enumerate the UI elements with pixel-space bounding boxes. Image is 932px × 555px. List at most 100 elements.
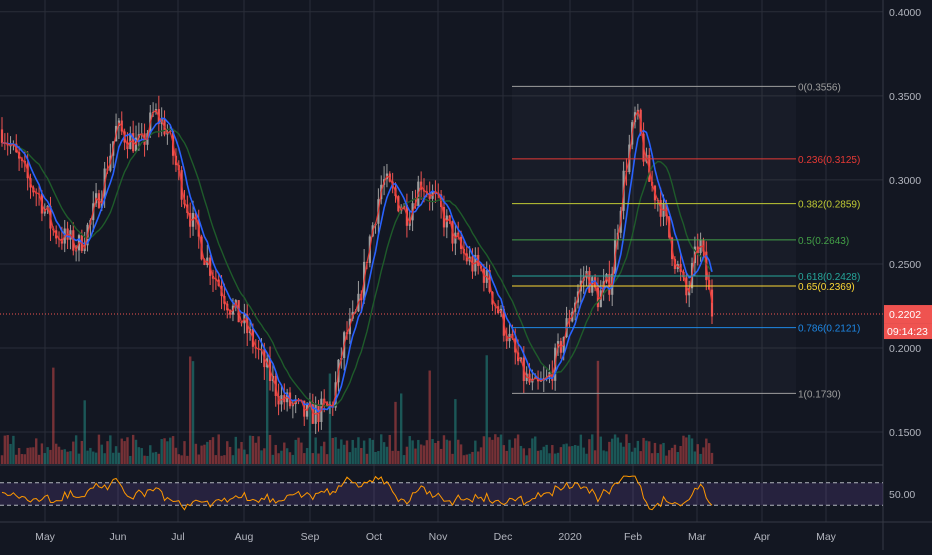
volume-bar: [126, 437, 129, 464]
volume-bar: [508, 439, 511, 464]
volume-bar: [368, 438, 372, 464]
volume-bar: [630, 451, 634, 464]
fib-level-label: 1(0.1730): [798, 389, 841, 400]
last-price-label: 0.2202: [889, 309, 921, 321]
volume-bar: [280, 450, 283, 464]
volume-bar: [522, 448, 526, 464]
countdown-label: 09:14:23: [887, 326, 928, 338]
volume-bar: [474, 440, 477, 464]
volume-bar: [268, 434, 272, 464]
volume-bar: [328, 373, 332, 464]
volume-bar: [177, 454, 180, 464]
volume-bar: [294, 439, 297, 464]
price-tick-label: 0.2000: [889, 343, 921, 355]
volume-bar: [274, 444, 277, 464]
volume-bar: [659, 444, 662, 464]
volume-bar: [12, 435, 15, 464]
volume-bar: [422, 445, 426, 464]
volume-bar: [408, 436, 411, 464]
volume-bar: [15, 454, 18, 464]
volume-bar: [668, 450, 671, 464]
time-tick-label: May: [35, 531, 56, 543]
volume-bar: [89, 447, 92, 464]
volume-bar: [32, 447, 35, 464]
volume-bar: [206, 441, 209, 464]
volume-bar: [459, 444, 463, 464]
volume-bar: [357, 437, 360, 464]
volume-bar: [476, 451, 480, 464]
volume-bar: [388, 434, 391, 464]
volume-bar: [448, 440, 451, 464]
volume-bar: [585, 453, 588, 464]
volume-bar: [137, 447, 141, 464]
volume-bar: [171, 436, 175, 464]
volume-bar: [556, 452, 560, 464]
volume-bar: [3, 435, 7, 464]
volume-bar: [63, 449, 66, 464]
volume-bar: [183, 441, 186, 464]
volume-bar: [200, 445, 203, 464]
fib-level-label: 0.236(0.3125): [798, 155, 860, 166]
volume-bar: [696, 444, 699, 464]
time-tick-label: Apr: [754, 531, 771, 543]
volume-bar: [690, 438, 694, 464]
time-tick-label: Feb: [624, 531, 642, 543]
volume-bar: [112, 452, 115, 464]
volume-bar: [536, 450, 540, 464]
volume-bar: [214, 455, 218, 464]
volume-bar: [334, 437, 337, 464]
volume-bar: [46, 447, 49, 464]
volume-bar: [605, 451, 608, 464]
volume-bar: [29, 447, 32, 464]
volume-bar: [682, 435, 685, 464]
volume-bar: [417, 439, 420, 464]
volume-bar: [186, 455, 189, 464]
rsi-line: [1, 475, 713, 511]
volume-bar: [243, 449, 246, 464]
volume-bar: [471, 451, 474, 464]
volume-bar: [360, 448, 363, 464]
volume-bar: [434, 442, 437, 464]
volume-bar: [308, 399, 312, 464]
volume-bar: [562, 444, 565, 464]
volume-bar: [579, 434, 583, 464]
volume-bar: [351, 439, 354, 464]
volume-bar: [705, 438, 708, 464]
volume-bar: [180, 455, 183, 464]
volume-bar: [263, 448, 266, 464]
volume-bar: [645, 440, 648, 464]
volume-bar: [511, 447, 514, 464]
volume-bar: [20, 454, 24, 464]
volume-bar: [611, 438, 614, 464]
time-tick-label: 2020: [558, 531, 582, 543]
volume-bar: [257, 436, 260, 464]
volume-bar: [297, 437, 300, 464]
volume-bar: [123, 441, 126, 464]
fib-level-label: 0.65(0.2369): [798, 282, 855, 293]
volume-bar: [439, 448, 443, 464]
volume-bar: [49, 449, 52, 464]
volume-bars: [0, 355, 714, 464]
rsi-pane: [0, 475, 883, 511]
axes: 0.4000 0.3500 0.3000 0.2500 0.2000 0.1500 50.0…: [35, 7, 932, 543]
volume-bar: [203, 444, 206, 464]
volume-bar: [702, 447, 705, 464]
volume-bar: [542, 446, 545, 464]
volume-bar: [151, 452, 155, 464]
volume-bar: [628, 442, 631, 464]
volume-bar: [120, 438, 123, 464]
volume-bar: [43, 453, 46, 464]
volume-bar: [656, 453, 660, 464]
volume-bar: [391, 450, 394, 464]
volume-bar: [559, 447, 563, 464]
volume-bar: [622, 446, 625, 464]
volume-bar: [174, 447, 178, 464]
volume-bar: [468, 453, 471, 464]
volume-bar: [693, 451, 697, 464]
volume-bar: [573, 445, 577, 464]
volume-bar: [633, 447, 637, 464]
volume-bar: [465, 454, 468, 464]
volume-bar: [676, 451, 679, 464]
volume-bar: [382, 442, 386, 464]
